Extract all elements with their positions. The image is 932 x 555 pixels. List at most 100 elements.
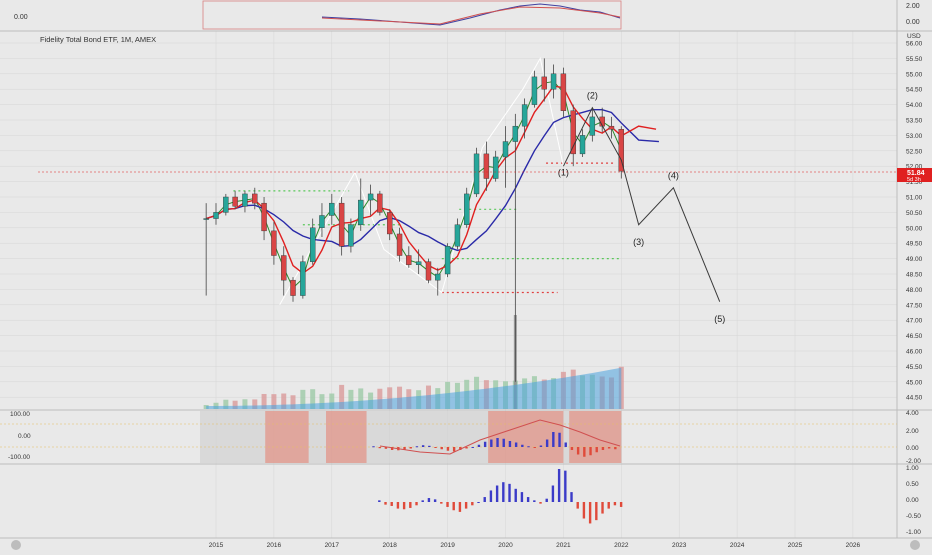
macd-bar (520, 492, 524, 502)
osc-hist-bar (521, 444, 524, 447)
osc-hist-bar (440, 447, 443, 450)
osc-hist-bar (589, 447, 592, 456)
macd-bar (415, 502, 418, 506)
wave-label: (2) (587, 90, 598, 100)
osc-hist-bar (434, 447, 437, 448)
osc-hist-bar (490, 439, 493, 447)
price-tick-label: 51.50 (906, 179, 923, 186)
oscillator-panel: 100.00 0.00 -100.00 4.00 2.00 0.00 -2.00 (0, 410, 921, 465)
time-scale[interactable]: 2015 2016 2017 2018 2019 2020 2021 2022 2023 2024… (209, 542, 861, 549)
osc-hist-bar (403, 447, 406, 450)
top-panel-tick-1: 0.00 (906, 19, 920, 26)
osc-hist-bar (415, 446, 419, 448)
time-tick-label: 2015 (209, 542, 224, 549)
macd-bar (502, 482, 505, 502)
candle-body (309, 227, 316, 262)
macd-tick-4: -1.00 (906, 529, 921, 536)
osc-hist-bar (378, 447, 381, 449)
settings-dot-icon[interactable] (11, 540, 21, 550)
top-panel-left-label: 0.00 (14, 14, 28, 21)
candle-body (387, 212, 393, 235)
price-tick-label: 49.00 (906, 256, 923, 263)
time-tick-label: 2019 (440, 542, 455, 549)
macd-bar (613, 502, 617, 506)
price-tick-label: 50.00 (906, 225, 923, 232)
volume-average-band (206, 367, 622, 409)
volume-bar (339, 384, 345, 409)
support-dot-lines (233, 162, 622, 294)
candle-body (367, 193, 374, 201)
macd-bar (477, 502, 480, 503)
candle-body (531, 76, 538, 105)
macd-bar (601, 502, 604, 514)
candle-body (579, 135, 586, 155)
price-tick-label: 53.50 (906, 118, 923, 125)
auto-scale-dot-icon[interactable] (910, 540, 920, 550)
candle-body (483, 153, 490, 179)
price-tick-label: 48.50 (906, 272, 923, 279)
osc-hist-bar (576, 447, 580, 455)
candle-body (464, 193, 470, 225)
macd-bar (545, 498, 548, 502)
volume-bar (232, 400, 238, 409)
candle-body (492, 156, 499, 179)
macd-bar (539, 502, 542, 504)
osc-hist-bar (614, 447, 617, 450)
top-panel-line-red (321, 6, 621, 25)
osc-hist-bar (508, 441, 512, 447)
osc-hist-bar (552, 432, 555, 447)
candle-body (271, 230, 277, 256)
volume-bar (348, 389, 354, 409)
osc-red-zones (265, 411, 622, 463)
candle-body (252, 193, 258, 204)
price-tick-label: 46.00 (906, 349, 923, 356)
macd-bar (588, 502, 592, 524)
macd-bar (595, 502, 598, 521)
macd-bar (551, 485, 555, 502)
volume-bar (242, 399, 248, 409)
osc-red-zone (326, 411, 367, 463)
volume-bar (252, 399, 258, 409)
macd-bar (402, 502, 406, 510)
volume-bar (387, 387, 393, 409)
price-tick-label: 45.00 (906, 379, 923, 386)
time-tick-label: 2026 (846, 542, 861, 549)
osc-hist-bar (514, 442, 518, 447)
macd-tick-0: 1.00 (906, 465, 919, 472)
osc-histogram (372, 432, 617, 457)
osc-hist-bar (502, 438, 505, 447)
price-tick-label: 46.50 (906, 333, 923, 340)
volume-bar (310, 389, 316, 409)
osc-left-tick-0: 100.00 (10, 411, 30, 418)
osc-hist-bar (428, 445, 431, 447)
macd-bar (582, 502, 586, 519)
wave-label: (5) (714, 314, 725, 324)
macd-panel: 1.00 0.50 0.00 -0.50 -1.00 (378, 465, 921, 536)
grid (0, 31, 897, 538)
candle-body (300, 261, 306, 296)
price-tick-label: 47.00 (906, 318, 923, 325)
candle-body (223, 196, 229, 213)
price-tick-label: 49.50 (906, 241, 923, 248)
macd-bar (576, 502, 579, 509)
candle-body (348, 224, 354, 247)
price-tick-label: 56.00 (906, 41, 923, 48)
price-scale: 56.00 55.50 55.00 54.50 54.00 53.50 53.00 52.50… (906, 41, 923, 402)
osc-right-tick-3: -2.00 (906, 458, 921, 465)
elliott-wave-projection (562, 106, 721, 302)
candle-body (570, 110, 576, 155)
time-tick-label: 2025 (788, 542, 803, 549)
candle-body (435, 273, 441, 281)
osc-hist-bar (446, 447, 450, 451)
volume-bar (358, 388, 364, 409)
osc-hist-bar (409, 447, 412, 449)
macd-bar (557, 469, 561, 502)
candle-body (242, 193, 248, 207)
osc-hist-bar (483, 441, 487, 447)
osc-hist-bar (558, 432, 561, 447)
osc-hist-bar (459, 447, 462, 450)
top-indicator-panel: 0.00 2.00 0.00 (14, 0, 920, 30)
volume-bar (261, 393, 267, 409)
osc-hist-bar (601, 447, 605, 450)
